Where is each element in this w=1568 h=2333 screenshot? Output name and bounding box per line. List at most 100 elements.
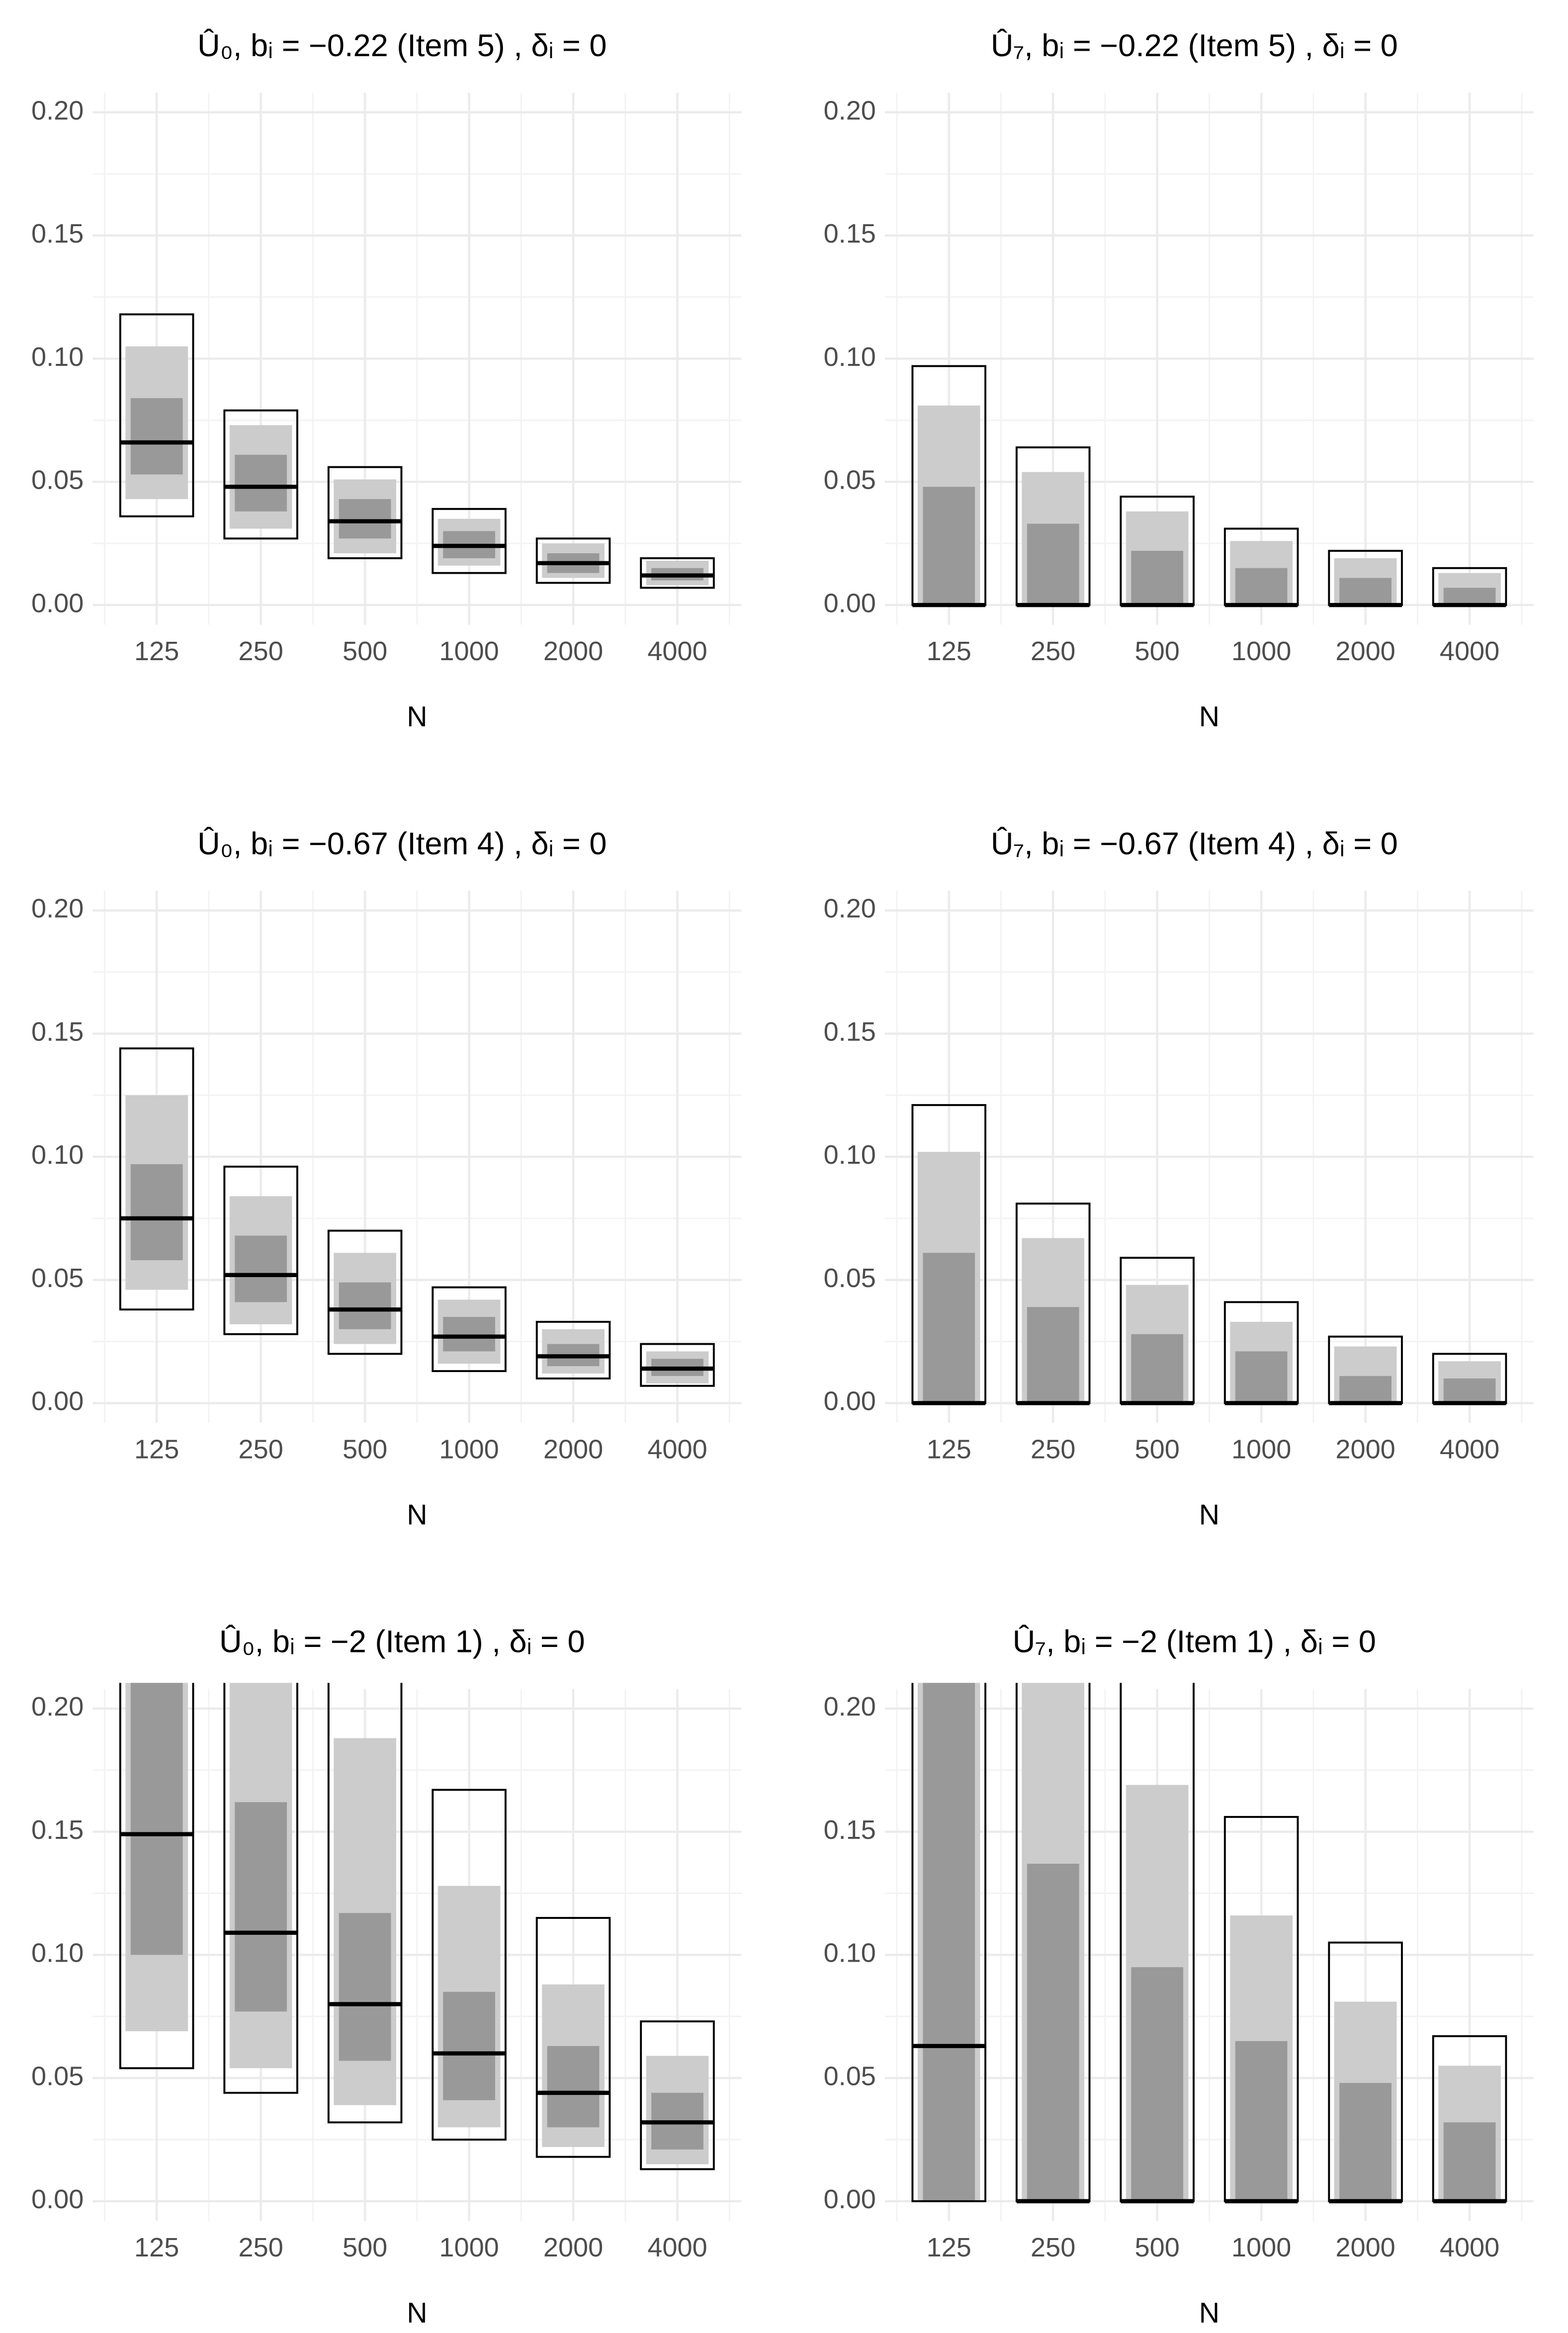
x-tick-label: 500 bbox=[1135, 1435, 1180, 1465]
dark-interval bbox=[1131, 1967, 1184, 2201]
panel: 0.00 0.05 0.10 0.15 0.20 125 250 500 1000 2000 400… bbox=[824, 28, 1534, 733]
y-tick-label: 0.20 bbox=[31, 95, 84, 125]
marks bbox=[119, 1047, 715, 1387]
y-tick-label: 0.05 bbox=[824, 1263, 876, 1293]
x-tick-label: 500 bbox=[343, 1435, 387, 1465]
y-tick-label: 0.20 bbox=[824, 95, 876, 125]
dark-interval bbox=[1235, 2041, 1288, 2201]
dark-interval bbox=[339, 1282, 391, 1329]
outer-interval bbox=[119, 1683, 194, 2070]
outer-interval bbox=[535, 1320, 611, 1380]
outer-interval bbox=[119, 1047, 194, 1311]
outer-interval bbox=[432, 508, 507, 574]
x-tick-label: 2000 bbox=[543, 2233, 603, 2262]
y-tick-label: 0.15 bbox=[824, 219, 876, 249]
y-tick-label: 0.10 bbox=[824, 1140, 876, 1170]
dark-interval bbox=[1339, 578, 1392, 605]
x-tick-label: 4000 bbox=[1440, 2233, 1499, 2262]
dark-interval bbox=[1027, 523, 1079, 605]
dark-interval bbox=[339, 1913, 391, 2061]
x-tick-label: 250 bbox=[1031, 2233, 1075, 2262]
dark-interval bbox=[1443, 2122, 1496, 2201]
dark-interval bbox=[1235, 568, 1288, 605]
x-tick-label: 250 bbox=[1031, 1435, 1075, 1465]
chart-title: Û₀, bᵢ = −2 (Item 1) , δᵢ = 0 bbox=[219, 1625, 585, 1659]
y-tick-label: 0.15 bbox=[31, 1017, 84, 1047]
outer-interval bbox=[535, 1917, 611, 2158]
chart-title: Û₇, bᵢ = −0.22 (Item 5) , δᵢ = 0 bbox=[991, 28, 1398, 63]
x-tick-label: 500 bbox=[1135, 636, 1180, 666]
x-tick-label: 250 bbox=[1031, 636, 1075, 666]
y-tick-label: 0.15 bbox=[824, 1017, 876, 1047]
dark-interval bbox=[1027, 1864, 1079, 2201]
outer-interval bbox=[640, 557, 715, 589]
y-tick-label: 0.10 bbox=[31, 1140, 84, 1170]
x-tick-label: 250 bbox=[239, 1435, 283, 1465]
x-tick-label: 500 bbox=[343, 636, 387, 666]
marks bbox=[119, 1683, 715, 2170]
outer-interval bbox=[327, 1229, 403, 1355]
dark-interval bbox=[235, 1235, 287, 1302]
x-tick-label: 1000 bbox=[439, 2233, 499, 2262]
x-tick-label: 125 bbox=[927, 2233, 971, 2262]
y-tick-label: 0.00 bbox=[31, 2184, 84, 2214]
chart-title: Û₇, bᵢ = −0.67 (Item 4) , δᵢ = 0 bbox=[991, 826, 1398, 861]
y-tick-label: 0.15 bbox=[824, 1815, 876, 1845]
outer-interval bbox=[223, 409, 298, 540]
dark-interval bbox=[1443, 1378, 1496, 1403]
x-axis-label: N bbox=[407, 701, 427, 733]
x-tick-label: 500 bbox=[343, 2233, 387, 2262]
dark-interval bbox=[130, 1683, 183, 1955]
x-tick-label: 500 bbox=[1135, 2233, 1180, 2262]
x-tick-label: 250 bbox=[239, 2233, 283, 2262]
y-tick-label: 0.10 bbox=[31, 1938, 84, 1968]
panel: 0.00 0.05 0.10 0.15 0.20 125 250 500 1000 2000 400… bbox=[824, 1625, 1534, 2329]
marks bbox=[119, 313, 715, 589]
panel: 0.00 0.05 0.10 0.15 0.20 125 250 500 1000 2000 400… bbox=[31, 28, 742, 733]
dark-interval bbox=[1339, 2083, 1392, 2201]
marks bbox=[911, 365, 1507, 607]
dark-interval bbox=[339, 499, 391, 539]
y-tick-label: 0.10 bbox=[31, 342, 84, 372]
y-tick-label: 0.20 bbox=[31, 894, 84, 924]
x-tick-label: 4000 bbox=[647, 2233, 707, 2262]
outer-interval bbox=[223, 1683, 298, 2094]
y-tick-label: 0.05 bbox=[824, 465, 876, 495]
x-tick-label: 125 bbox=[134, 636, 179, 666]
panel: 0.00 0.05 0.10 0.15 0.20 125 250 500 1000 2000 400… bbox=[31, 826, 742, 1531]
y-tick-label: 0.10 bbox=[824, 1938, 876, 1968]
dark-interval bbox=[923, 487, 975, 605]
y-tick-label: 0.05 bbox=[31, 1263, 84, 1293]
outer-interval bbox=[911, 1683, 987, 2202]
x-tick-label: 2000 bbox=[543, 1435, 603, 1465]
dark-interval bbox=[443, 1991, 495, 2100]
y-tick-label: 0.05 bbox=[824, 2061, 876, 2091]
y-tick-label: 0.10 bbox=[824, 342, 876, 372]
y-tick-label: 0.15 bbox=[31, 1815, 84, 1845]
dark-interval bbox=[923, 1683, 975, 2201]
outer-interval bbox=[327, 466, 403, 559]
x-tick-label: 125 bbox=[134, 2233, 179, 2262]
x-tick-label: 1000 bbox=[439, 636, 499, 666]
panel: 0.00 0.05 0.10 0.15 0.20 125 250 500 1000 2000 400… bbox=[824, 826, 1534, 1531]
x-axis-label: N bbox=[407, 1499, 427, 1531]
x-tick-label: 4000 bbox=[1440, 636, 1499, 666]
x-tick-label: 4000 bbox=[647, 636, 707, 666]
chart-title: Û₀, bᵢ = −0.67 (Item 4) , δᵢ = 0 bbox=[197, 826, 607, 861]
dark-interval bbox=[1235, 1351, 1288, 1403]
outer-interval bbox=[119, 313, 194, 518]
outer-interval bbox=[535, 537, 611, 584]
y-tick-label: 0.00 bbox=[31, 1386, 84, 1416]
marks bbox=[911, 1104, 1507, 1405]
y-tick-label: 0.20 bbox=[824, 1692, 876, 1722]
x-axis-label: N bbox=[407, 2297, 427, 2329]
marks bbox=[911, 1683, 1507, 2204]
panel: 0.00 0.05 0.10 0.15 0.20 125 250 500 1000 2000 400… bbox=[31, 1625, 742, 2329]
y-tick-label: 0.00 bbox=[824, 1386, 876, 1416]
x-tick-label: 1000 bbox=[1231, 1435, 1291, 1465]
dark-interval bbox=[235, 1802, 287, 2012]
outer-interval bbox=[432, 1286, 507, 1372]
x-axis-label: N bbox=[1199, 1499, 1220, 1531]
dark-interval bbox=[547, 2046, 600, 2128]
